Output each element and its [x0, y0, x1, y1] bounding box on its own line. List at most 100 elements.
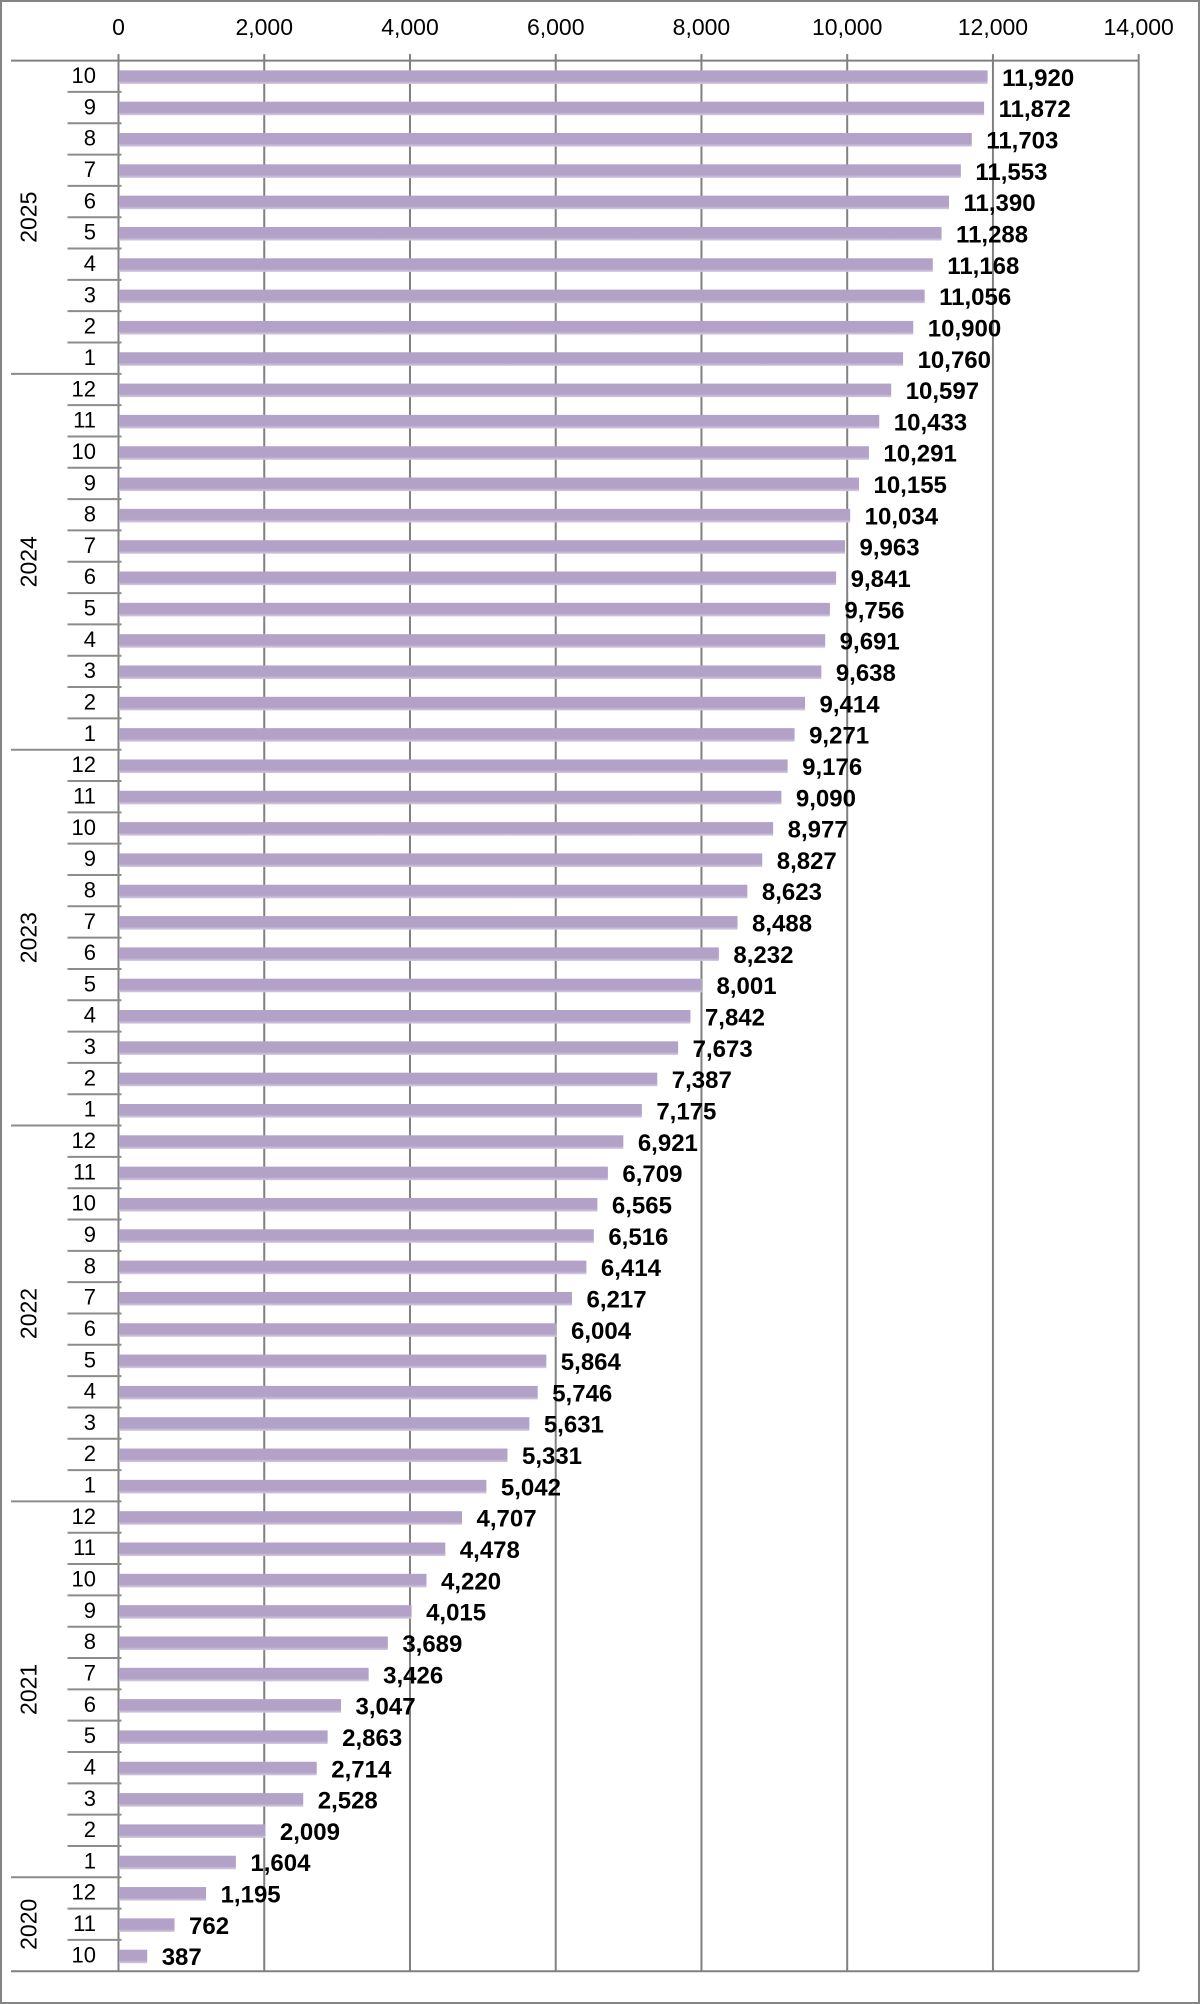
svg-text:11,872: 11,872 [999, 96, 1071, 123]
svg-text:12: 12 [72, 1880, 96, 1905]
svg-text:6,516: 6,516 [608, 1224, 668, 1251]
svg-text:8,977: 8,977 [788, 817, 848, 844]
svg-text:4,220: 4,220 [441, 1568, 501, 1595]
svg-text:10,597: 10,597 [906, 378, 979, 405]
svg-text:3: 3 [84, 282, 96, 307]
svg-text:9,176: 9,176 [802, 754, 862, 781]
svg-text:7,673: 7,673 [693, 1036, 753, 1063]
svg-text:9: 9 [84, 1222, 96, 1247]
svg-text:2,009: 2,009 [280, 1819, 340, 1846]
svg-text:8,623: 8,623 [762, 879, 822, 906]
svg-text:3,689: 3,689 [402, 1631, 462, 1658]
svg-text:4: 4 [84, 1379, 96, 1404]
svg-text:10: 10 [72, 1942, 96, 1967]
svg-text:4: 4 [84, 1003, 96, 1028]
svg-text:8,827: 8,827 [777, 848, 837, 875]
svg-text:11,390: 11,390 [963, 190, 1035, 217]
svg-text:2: 2 [84, 690, 96, 715]
svg-text:7: 7 [84, 533, 96, 558]
svg-text:6: 6 [84, 1316, 96, 1341]
svg-text:2: 2 [84, 1817, 96, 1842]
svg-text:12: 12 [72, 376, 96, 401]
svg-text:11,553: 11,553 [975, 159, 1047, 186]
svg-text:7: 7 [84, 909, 96, 934]
svg-text:2021: 2021 [16, 1664, 42, 1715]
svg-text:2025: 2025 [16, 192, 42, 243]
svg-text:6,000: 6,000 [527, 14, 585, 40]
svg-text:7: 7 [84, 1285, 96, 1310]
svg-text:8: 8 [84, 502, 96, 527]
svg-text:6,709: 6,709 [622, 1161, 682, 1188]
svg-text:8,001: 8,001 [717, 973, 777, 1000]
svg-text:10,155: 10,155 [873, 472, 946, 499]
svg-text:4,000: 4,000 [381, 14, 439, 40]
svg-text:14,000: 14,000 [1104, 14, 1174, 40]
svg-text:9,090: 9,090 [796, 785, 856, 812]
svg-text:7: 7 [84, 1660, 96, 1685]
svg-text:2: 2 [84, 1441, 96, 1466]
svg-text:5,631: 5,631 [544, 1412, 604, 1439]
svg-text:11,703: 11,703 [986, 128, 1058, 155]
svg-text:12: 12 [72, 1504, 96, 1529]
svg-text:2,000: 2,000 [235, 14, 293, 40]
svg-text:2020: 2020 [16, 1899, 42, 1950]
svg-text:9,756: 9,756 [844, 597, 904, 624]
svg-text:2,714: 2,714 [331, 1756, 392, 1783]
svg-text:6,565: 6,565 [612, 1192, 672, 1219]
svg-text:1,195: 1,195 [221, 1882, 281, 1909]
svg-text:11: 11 [73, 1911, 96, 1936]
svg-text:10: 10 [72, 1567, 96, 1592]
svg-text:7: 7 [84, 157, 96, 182]
svg-text:6,921: 6,921 [638, 1130, 698, 1157]
svg-text:7,175: 7,175 [656, 1098, 716, 1125]
svg-text:5: 5 [84, 596, 96, 621]
svg-text:6: 6 [84, 1692, 96, 1717]
svg-text:1: 1 [84, 345, 96, 370]
svg-text:2: 2 [84, 1065, 96, 1090]
svg-text:4,478: 4,478 [460, 1537, 520, 1564]
svg-text:2: 2 [84, 314, 96, 339]
svg-text:6,414: 6,414 [601, 1255, 662, 1282]
svg-text:12: 12 [72, 1128, 96, 1153]
svg-text:3,047: 3,047 [356, 1694, 416, 1721]
svg-text:9: 9 [84, 470, 96, 495]
svg-text:4: 4 [84, 627, 96, 652]
svg-text:6: 6 [84, 940, 96, 965]
svg-text:9,691: 9,691 [840, 629, 900, 656]
svg-text:11,920: 11,920 [1002, 65, 1074, 92]
svg-text:12: 12 [72, 752, 96, 777]
svg-text:9,963: 9,963 [860, 535, 920, 562]
svg-text:10: 10 [72, 439, 96, 464]
svg-text:2023: 2023 [16, 912, 42, 963]
svg-text:3,426: 3,426 [383, 1662, 443, 1689]
svg-text:10,433: 10,433 [894, 409, 967, 436]
svg-text:11,168: 11,168 [947, 253, 1019, 280]
svg-text:6: 6 [84, 188, 96, 213]
svg-text:4: 4 [84, 1754, 96, 1779]
svg-text:11: 11 [73, 1535, 96, 1560]
svg-text:1: 1 [84, 1473, 96, 1498]
svg-text:5: 5 [84, 1723, 96, 1748]
svg-text:2,863: 2,863 [342, 1725, 402, 1752]
svg-text:12,000: 12,000 [958, 14, 1028, 40]
svg-text:10,900: 10,900 [928, 315, 1001, 342]
svg-text:8: 8 [84, 126, 96, 151]
svg-text:10: 10 [72, 1191, 96, 1216]
svg-text:10,000: 10,000 [812, 14, 882, 40]
svg-text:6: 6 [84, 564, 96, 589]
svg-text:3: 3 [84, 1410, 96, 1435]
svg-text:1: 1 [84, 1848, 96, 1873]
svg-text:5: 5 [84, 1347, 96, 1372]
svg-text:11: 11 [73, 783, 96, 808]
svg-text:762: 762 [189, 1913, 229, 1940]
svg-text:3: 3 [84, 1786, 96, 1811]
svg-text:2022: 2022 [16, 1288, 42, 1339]
svg-text:8: 8 [84, 1629, 96, 1654]
svg-text:4,707: 4,707 [477, 1506, 537, 1533]
svg-text:8,000: 8,000 [673, 14, 731, 40]
svg-text:5,331: 5,331 [522, 1443, 582, 1470]
svg-text:8: 8 [84, 1253, 96, 1278]
svg-text:10: 10 [72, 815, 96, 840]
svg-text:10,291: 10,291 [883, 441, 956, 468]
svg-text:6,004: 6,004 [571, 1318, 632, 1345]
